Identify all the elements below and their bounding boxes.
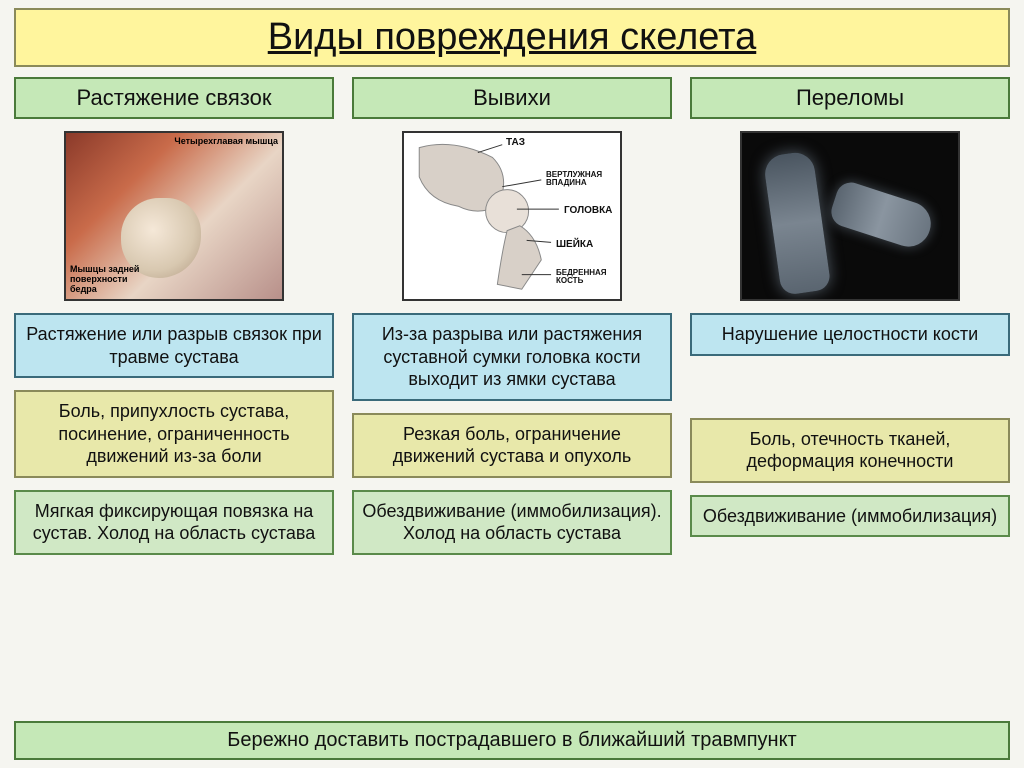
header-sprain: Растяжение связок xyxy=(14,77,334,119)
definition-dislocation: Из-за разрыва или растяжения суставной с… xyxy=(352,313,672,401)
slide-title-box: Виды повреждения скелета xyxy=(14,8,1010,67)
footer: Бережно доставить пострадавшего в ближай… xyxy=(14,721,1010,760)
image-dislocation: ТАЗ ВЕРТЛУЖНАЯ ВПАДИНА ГОЛОВКА ШЕЙКА БЕД… xyxy=(402,131,622,301)
treatment-sprain: Мягкая фиксирующая повязка на сустав. Хо… xyxy=(14,490,334,555)
symptoms-sprain: Боль, припухлость сустава, посинение, ог… xyxy=(14,390,334,478)
hip-label-head: ГОЛОВКА xyxy=(564,205,612,216)
treatment-dislocation: Обездвиживание (иммобилизация). Холод на… xyxy=(352,490,672,555)
hip-label-pelvis: ТАЗ xyxy=(506,137,525,148)
xray-illustration xyxy=(742,133,958,299)
image-sprain: Четырехглавая мышца Мышцы задней поверхн… xyxy=(64,131,284,301)
knee-label-hamstring: Мышцы задней поверхности бедра xyxy=(70,265,140,295)
columns-row: Растяжение связок Четырехглавая мышца Мы… xyxy=(14,77,1010,711)
header-fracture: Переломы xyxy=(690,77,1010,119)
column-dislocation: Вывихи ТАЗ ВЕРТЛУЖНАЯ ВПАДИНА xyxy=(352,77,672,711)
column-fracture: Переломы Нарушение целостности кости Бол… xyxy=(690,77,1010,711)
hip-label-neck: ШЕЙКА xyxy=(556,239,593,250)
definition-fracture: Нарушение целостности кости xyxy=(690,313,1010,356)
hip-label-femur: БЕДРЕННАЯ КОСТЬ xyxy=(556,269,620,285)
treatment-fracture: Обездвиживание (иммобилизация) xyxy=(690,495,1010,538)
definition-sprain: Растяжение или разрыв связок при травме … xyxy=(14,313,334,378)
hip-illustration: ТАЗ ВЕРТЛУЖНАЯ ВПАДИНА ГОЛОВКА ШЕЙКА БЕД… xyxy=(404,133,620,299)
hip-label-acetabulum: ВЕРТЛУЖНАЯ ВПАДИНА xyxy=(546,171,620,187)
symptoms-fracture: Боль, отечность тканей, деформация конеч… xyxy=(690,418,1010,483)
slide-title: Виды повреждения скелета xyxy=(268,16,757,58)
image-fracture xyxy=(740,131,960,301)
header-dislocation: Вывихи xyxy=(352,77,672,119)
knee-label-quadriceps: Четырехглавая мышца xyxy=(174,137,278,147)
slide: Виды повреждения скелета Растяжение связ… xyxy=(0,0,1024,768)
column-sprain: Растяжение связок Четырехглавая мышца Мы… xyxy=(14,77,334,711)
symptoms-dislocation: Резкая боль, ограничение движений сустав… xyxy=(352,413,672,478)
